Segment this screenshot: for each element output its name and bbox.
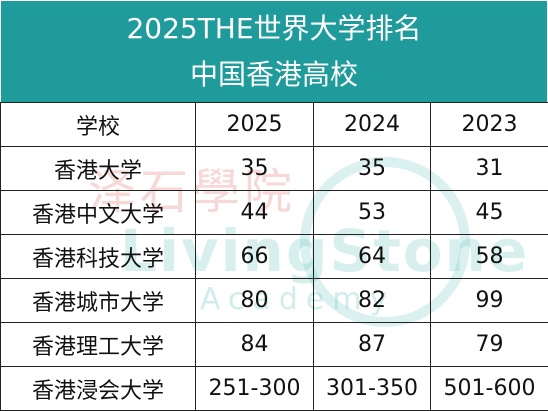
column-header-2024: 2024 xyxy=(314,103,431,147)
rank-2024: 53 xyxy=(314,191,431,235)
rank-2024: 64 xyxy=(314,235,431,279)
column-header-school: 学校 xyxy=(1,103,196,147)
rank-2023: 31 xyxy=(431,147,548,191)
school-name: 香港理工大学 xyxy=(1,323,196,367)
ranking-table: 学校 2025 2024 2023 香港大学 35 35 31 香港中文大学 4… xyxy=(0,102,548,411)
table-header-row: 学校 2025 2024 2023 xyxy=(1,103,548,147)
rank-2023: 45 xyxy=(431,191,548,235)
table-row: 香港大学 35 35 31 xyxy=(1,147,548,191)
rank-2024: 301-350 xyxy=(314,367,431,411)
table-row: 香港科技大学 66 64 58 xyxy=(1,235,548,279)
rank-2023: 501-600 xyxy=(431,367,548,411)
rank-2025: 84 xyxy=(196,323,314,367)
school-name: 香港大学 xyxy=(1,147,196,191)
column-header-2025: 2025 xyxy=(196,103,314,147)
table-row: 香港中文大学 44 53 45 xyxy=(1,191,548,235)
rank-2023: 79 xyxy=(431,323,548,367)
rank-2025: 35 xyxy=(196,147,314,191)
table-row: 香港理工大学 84 87 79 xyxy=(1,323,548,367)
rank-2025: 44 xyxy=(196,191,314,235)
title-main: 2025THE世界大学排名 xyxy=(1,11,547,47)
school-name: 香港浸会大学 xyxy=(1,367,196,411)
rank-2024: 82 xyxy=(314,279,431,323)
rank-2023: 58 xyxy=(431,235,548,279)
title-banner: 2025THE世界大学排名 中国香港高校 xyxy=(1,1,547,102)
school-name: 香港城市大学 xyxy=(1,279,196,323)
table-row: 香港城市大学 80 82 99 xyxy=(1,279,548,323)
school-name: 香港中文大学 xyxy=(1,191,196,235)
school-name: 香港科技大学 xyxy=(1,235,196,279)
rank-2024: 35 xyxy=(314,147,431,191)
rank-2025: 80 xyxy=(196,279,314,323)
title-sub: 中国香港高校 xyxy=(1,57,547,93)
rank-2024: 87 xyxy=(314,323,431,367)
rank-2023: 99 xyxy=(431,279,548,323)
table-row: 香港浸会大学 251-300 301-350 501-600 xyxy=(1,367,548,411)
column-header-2023: 2023 xyxy=(431,103,548,147)
rank-2025: 66 xyxy=(196,235,314,279)
rank-2025: 251-300 xyxy=(196,367,314,411)
